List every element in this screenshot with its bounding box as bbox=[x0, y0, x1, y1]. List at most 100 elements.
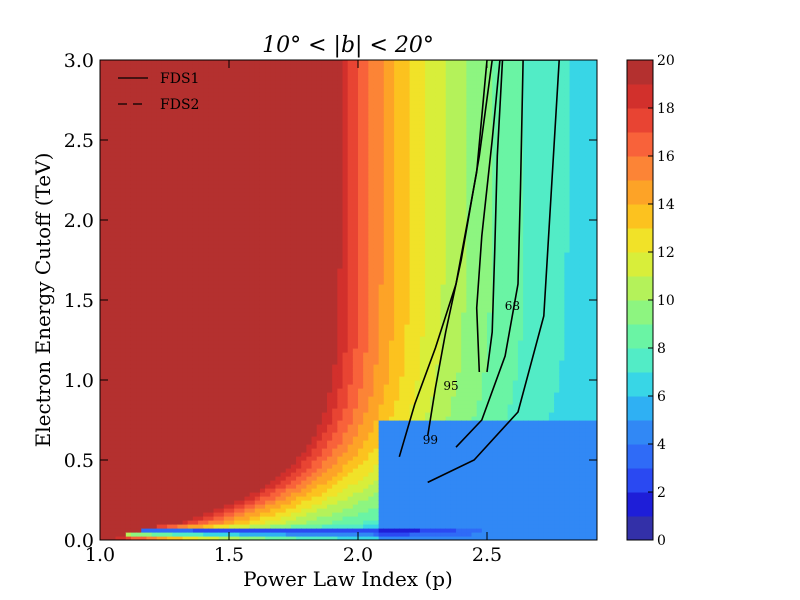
heatmap-cell bbox=[182, 204, 189, 209]
heatmap-cell bbox=[234, 252, 240, 257]
heatmap-cell bbox=[187, 184, 194, 189]
heatmap-cell bbox=[270, 372, 277, 377]
heatmap-cell bbox=[141, 100, 148, 105]
heatmap-cell bbox=[265, 100, 271, 105]
heatmap-cell bbox=[161, 360, 168, 365]
heatmap-cell bbox=[254, 184, 261, 189]
heatmap-cell bbox=[244, 388, 251, 393]
heatmap-cell bbox=[290, 316, 297, 321]
heatmap-cell bbox=[161, 252, 168, 257]
heatmap-cell bbox=[110, 168, 117, 173]
heatmap-cell bbox=[141, 368, 148, 373]
heatmap-cell bbox=[270, 276, 277, 281]
heatmap-cell bbox=[239, 196, 246, 201]
heatmap-cell bbox=[234, 472, 240, 477]
heatmap-cell bbox=[270, 160, 277, 165]
heatmap-cell bbox=[130, 524, 137, 529]
heatmap-cell bbox=[265, 472, 271, 477]
heatmap-cell bbox=[151, 324, 158, 329]
heatmap-cell bbox=[234, 140, 240, 145]
heatmap-cell bbox=[234, 104, 240, 109]
heatmap-cell bbox=[146, 536, 153, 540]
heatmap-cell bbox=[105, 228, 111, 233]
heatmap-cell bbox=[110, 264, 117, 269]
heatmap-cell bbox=[254, 276, 261, 281]
heatmap-cell bbox=[141, 312, 148, 317]
heatmap-cell bbox=[311, 400, 318, 405]
heatmap-cell bbox=[198, 360, 204, 365]
heatmap-cell bbox=[223, 276, 230, 281]
heatmap-cell bbox=[161, 508, 168, 513]
heatmap-cell bbox=[192, 492, 199, 497]
heatmap-cell bbox=[270, 344, 277, 349]
heatmap-cell bbox=[280, 160, 287, 165]
heatmap-cell bbox=[234, 316, 240, 321]
heatmap-cell bbox=[280, 448, 287, 453]
heatmap-cell bbox=[192, 268, 199, 273]
heatmap-cell bbox=[213, 136, 220, 141]
heatmap-cell bbox=[270, 532, 277, 537]
heatmap-cell bbox=[218, 324, 225, 329]
heatmap-cell bbox=[172, 416, 178, 421]
heatmap-cell bbox=[223, 184, 230, 189]
heatmap-cell bbox=[275, 452, 282, 457]
heatmap-cell bbox=[182, 412, 189, 417]
heatmap-cell bbox=[110, 88, 117, 93]
heatmap-cell bbox=[270, 412, 277, 417]
heatmap-cell bbox=[270, 260, 277, 265]
heatmap-cell bbox=[306, 340, 313, 345]
heatmap-cell bbox=[172, 216, 178, 221]
heatmap-cell bbox=[156, 244, 163, 249]
heatmap-cell bbox=[167, 140, 173, 145]
heatmap-cell bbox=[301, 128, 307, 133]
heatmap-cell bbox=[192, 520, 199, 525]
heatmap-cell bbox=[110, 244, 117, 249]
heatmap-cell bbox=[223, 432, 230, 437]
heatmap-cell bbox=[208, 504, 215, 509]
heatmap-cell bbox=[172, 248, 178, 253]
heatmap-cell bbox=[192, 232, 199, 237]
heatmap-cell bbox=[270, 444, 277, 449]
heatmap-cell bbox=[105, 164, 111, 169]
heatmap-cell bbox=[229, 336, 235, 341]
heatmap-cell bbox=[177, 152, 184, 157]
heatmap-cell bbox=[172, 496, 178, 501]
heatmap-cell bbox=[223, 484, 230, 489]
heatmap-cell bbox=[265, 460, 271, 465]
heatmap-cell bbox=[306, 136, 313, 141]
heatmap-cell bbox=[285, 88, 292, 93]
heatmap-cell bbox=[167, 524, 173, 529]
heatmap-cell bbox=[198, 424, 204, 429]
heatmap-cell bbox=[270, 496, 277, 501]
heatmap-cell bbox=[280, 372, 287, 377]
heatmap-cell bbox=[167, 296, 173, 301]
heatmap-cell bbox=[192, 472, 199, 477]
heatmap-cell bbox=[223, 512, 230, 517]
heatmap-cell bbox=[285, 128, 292, 133]
heatmap-cell bbox=[151, 176, 158, 181]
heatmap-cell bbox=[141, 520, 148, 525]
heatmap-cell bbox=[280, 392, 287, 397]
heatmap-cell bbox=[213, 176, 220, 181]
heatmap-cell bbox=[265, 372, 271, 377]
heatmap-cell bbox=[115, 444, 122, 449]
heatmap-cell bbox=[249, 532, 256, 537]
heatmap-cell bbox=[115, 252, 122, 257]
heatmap-cell bbox=[182, 432, 189, 437]
heatmap-cell bbox=[270, 400, 277, 405]
heatmap-cell bbox=[105, 512, 111, 517]
heatmap-cell bbox=[265, 316, 271, 321]
heatmap-cell bbox=[136, 84, 142, 89]
heatmap-cell bbox=[229, 380, 235, 385]
heatmap-cell bbox=[167, 116, 173, 121]
heatmap-cell bbox=[213, 452, 220, 457]
heatmap-cell bbox=[259, 72, 266, 77]
heatmap-cell bbox=[120, 476, 127, 481]
heatmap-cell bbox=[167, 316, 173, 321]
heatmap-cell bbox=[234, 308, 240, 313]
heatmap-cell bbox=[203, 524, 209, 529]
heatmap-cell bbox=[249, 520, 256, 525]
heatmap-cell bbox=[249, 536, 256, 540]
heatmap-cell bbox=[234, 324, 240, 329]
heatmap-cell bbox=[249, 460, 256, 465]
